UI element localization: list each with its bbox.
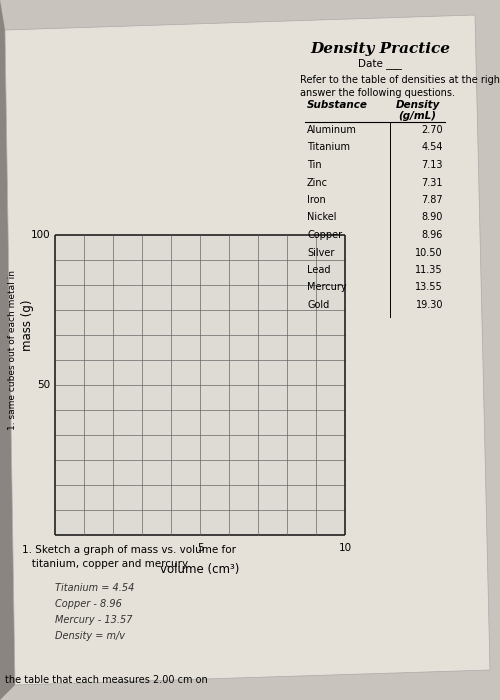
Text: 8.96: 8.96 <box>422 230 443 240</box>
Text: 7.13: 7.13 <box>422 160 443 170</box>
Text: 7.87: 7.87 <box>422 195 443 205</box>
Text: Copper - 8.96: Copper - 8.96 <box>55 599 122 609</box>
Text: 2.70: 2.70 <box>422 125 443 135</box>
Text: 4.54: 4.54 <box>422 143 443 153</box>
Text: 7.31: 7.31 <box>422 178 443 188</box>
Text: 5: 5 <box>196 543 203 553</box>
Text: Iron: Iron <box>307 195 326 205</box>
Polygon shape <box>5 15 490 685</box>
Text: Aluminum: Aluminum <box>307 125 357 135</box>
Text: (g/mL): (g/mL) <box>398 111 436 121</box>
Text: Nickel: Nickel <box>307 213 336 223</box>
Text: Gold: Gold <box>307 300 329 310</box>
Text: Density: Density <box>396 100 440 110</box>
Bar <box>55 235 345 535</box>
Text: Titanium = 4.54: Titanium = 4.54 <box>55 583 134 593</box>
Text: 13.55: 13.55 <box>415 283 443 293</box>
Text: Substance: Substance <box>307 100 368 110</box>
Text: mass (g): mass (g) <box>20 300 34 351</box>
Text: 8.90: 8.90 <box>422 213 443 223</box>
Text: volume (cm³): volume (cm³) <box>160 563 240 576</box>
Text: 1. same cubes out of each metal in: 1. same cubes out of each metal in <box>8 270 17 430</box>
Text: Mercury - 13.57: Mercury - 13.57 <box>55 615 132 625</box>
Text: 1. Sketch a graph of mass vs. volume for
   titanium, copper and mercury.: 1. Sketch a graph of mass vs. volume for… <box>22 545 236 569</box>
Text: 10: 10 <box>338 543 351 553</box>
Text: Date ___: Date ___ <box>358 58 402 69</box>
Text: 100: 100 <box>30 230 50 240</box>
Text: Zinc: Zinc <box>307 178 328 188</box>
Text: Refer to the table of densities at the right to
answer the following questions.: Refer to the table of densities at the r… <box>300 75 500 98</box>
Text: 10.50: 10.50 <box>416 248 443 258</box>
Text: Silver: Silver <box>307 248 334 258</box>
Text: Tin: Tin <box>307 160 322 170</box>
Text: Mercury: Mercury <box>307 283 346 293</box>
Text: 11.35: 11.35 <box>416 265 443 275</box>
Text: Density Practice: Density Practice <box>310 42 450 56</box>
Text: 50: 50 <box>37 380 50 390</box>
Polygon shape <box>0 0 15 700</box>
Text: Lead: Lead <box>307 265 330 275</box>
Text: Titanium: Titanium <box>307 143 350 153</box>
Text: Density = m/v: Density = m/v <box>55 631 125 641</box>
Text: the table that each measures 2.00 cm on: the table that each measures 2.00 cm on <box>5 675 208 685</box>
Text: Copper: Copper <box>307 230 342 240</box>
Text: 19.30: 19.30 <box>416 300 443 310</box>
